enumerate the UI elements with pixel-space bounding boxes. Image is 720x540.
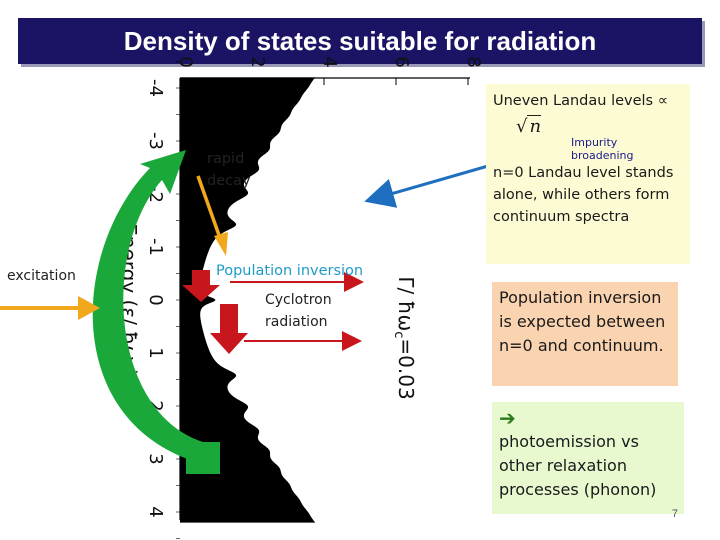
rapid-decay-label: rapid decay	[207, 151, 251, 189]
population-inversion-note: Population inversion is expected between…	[492, 282, 678, 386]
energy-tick-label: 1	[145, 347, 166, 358]
impurity-broadening-label: Impurity broadening	[571, 136, 634, 162]
energy-tick-label: 4	[145, 506, 166, 517]
dos-tick-label: 0	[175, 56, 196, 67]
photoemission-description: photoemission vs other relaxation proces…	[499, 432, 657, 499]
sqrt-n-formula: √ n	[516, 115, 542, 137]
dos-tick-label: 2	[247, 56, 268, 67]
slide-title: Density of states suitable for radiation	[123, 25, 597, 56]
dos-tick-label: 8	[463, 56, 484, 67]
landau-heading: Uneven Landau levels ∝	[493, 93, 669, 109]
energy-tick-label: -4	[145, 79, 166, 97]
dos-tick-label: 6	[391, 56, 412, 67]
excitation-curve-arrow	[92, 150, 210, 466]
landau-levels-note: Uneven Landau levels ∝ √ n Impurity broad…	[486, 84, 690, 264]
energy-tick-label: 3	[145, 453, 166, 464]
dos-curve	[180, 77, 316, 523]
right-arrow-icon: ➔	[499, 406, 516, 430]
dos-tick-label: 4	[319, 56, 340, 67]
population-inversion-label: Population inversion	[216, 263, 364, 279]
landau-description: n=0 Landau level stands alone, while oth…	[493, 165, 674, 225]
energy-tick-label: -3	[145, 132, 166, 150]
energy-tick-label: 0	[145, 294, 166, 305]
excitation-label: excitation	[7, 268, 76, 284]
title-bar: Density of states suitable for radiation	[18, 18, 702, 64]
page-number: 7	[671, 508, 678, 520]
excitation-source-block	[186, 442, 220, 474]
cyclotron-radiation-label: Cyclotron radiation	[265, 292, 332, 330]
energy-tick-label: -1	[145, 238, 166, 256]
dos-tick-labels: 0 2 4 6 8	[175, 56, 484, 67]
rapid-decay-arrowhead	[214, 232, 228, 256]
rapid-decay-arrow	[196, 175, 222, 239]
excitation-arrowhead	[78, 296, 100, 320]
population-down-arrow-1	[182, 270, 220, 302]
photoemission-note: ➔ photoemission vs other relaxation proc…	[492, 402, 684, 514]
impurity-pointer-arrow	[364, 164, 489, 208]
population-description: Population inversion is expected between…	[499, 288, 666, 355]
gamma-label: Γ/ ħωc=0.03	[391, 276, 418, 399]
population-down-arrow-2	[210, 304, 248, 354]
energy-tick-label: 2	[145, 400, 166, 411]
